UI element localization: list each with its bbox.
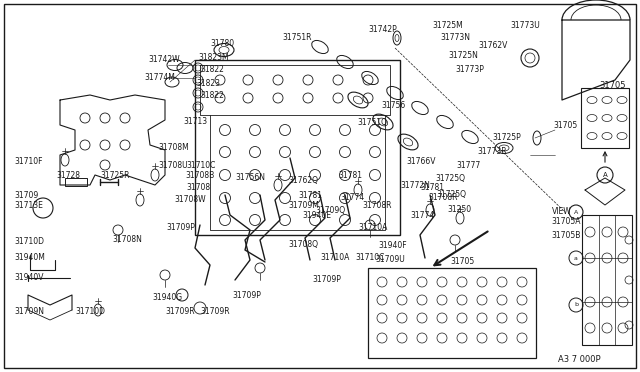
- Text: 31710F: 31710F: [14, 157, 42, 167]
- Text: 31713: 31713: [183, 118, 207, 126]
- Text: 31708M: 31708M: [158, 144, 189, 153]
- Text: 31709U: 31709U: [375, 256, 404, 264]
- Text: 31705B: 31705B: [551, 231, 580, 240]
- Text: 31940G: 31940G: [152, 294, 182, 302]
- Text: 31708R: 31708R: [428, 193, 458, 202]
- Text: 31725Q: 31725Q: [435, 173, 465, 183]
- Text: 31710C: 31710C: [186, 160, 216, 170]
- Text: 31751R: 31751R: [282, 33, 312, 42]
- Text: 31725R: 31725R: [100, 171, 129, 180]
- Text: 31781: 31781: [298, 190, 322, 199]
- Text: a: a: [574, 256, 578, 260]
- Bar: [65, 178, 87, 186]
- Text: 31940M: 31940M: [14, 253, 45, 263]
- Text: 31709: 31709: [14, 190, 38, 199]
- Text: 31709P: 31709P: [232, 292, 261, 301]
- Text: 31774: 31774: [410, 211, 435, 219]
- Text: 31709M: 31709M: [288, 201, 319, 209]
- Text: A: A: [603, 172, 607, 178]
- Text: 31781: 31781: [338, 170, 362, 180]
- Text: A: A: [574, 209, 578, 215]
- Text: 31777: 31777: [456, 160, 480, 170]
- Text: 31708U: 31708U: [158, 160, 188, 170]
- Text: 31781: 31781: [420, 183, 444, 192]
- Bar: [195, 60, 400, 235]
- Text: 31705: 31705: [599, 80, 625, 90]
- Bar: [582, 215, 632, 345]
- Text: 31773P: 31773P: [455, 65, 484, 74]
- Text: VIEW: VIEW: [552, 208, 572, 217]
- Text: 31756: 31756: [381, 100, 405, 109]
- Text: 31762V: 31762V: [478, 41, 508, 49]
- Text: 31709P: 31709P: [166, 224, 195, 232]
- Text: 31766V: 31766V: [406, 157, 435, 167]
- Text: A3 7 000P: A3 7 000P: [558, 356, 600, 365]
- Text: 31708Q: 31708Q: [288, 241, 318, 250]
- Text: 31710D: 31710D: [14, 237, 44, 247]
- Text: 31772N: 31772N: [400, 180, 430, 189]
- Text: 31940V: 31940V: [14, 273, 44, 282]
- Text: 31713E: 31713E: [14, 201, 43, 209]
- Text: 31708R: 31708R: [362, 201, 392, 209]
- Text: 31709P: 31709P: [312, 276, 341, 285]
- Text: 31773R: 31773R: [477, 148, 507, 157]
- Text: 31705: 31705: [553, 121, 577, 129]
- Text: 31725Q: 31725Q: [436, 190, 466, 199]
- Text: 31709N: 31709N: [14, 308, 44, 317]
- Text: 31725P: 31725P: [492, 134, 521, 142]
- Text: 31710A: 31710A: [358, 224, 387, 232]
- Text: 31823M: 31823M: [198, 54, 228, 62]
- Text: 31710C: 31710C: [355, 253, 385, 263]
- Text: 31725N: 31725N: [448, 51, 478, 60]
- Text: 31709Q: 31709Q: [315, 205, 345, 215]
- Text: 31742P: 31742P: [368, 26, 397, 35]
- Text: 31774M: 31774M: [144, 74, 175, 83]
- Text: 31725M: 31725M: [432, 20, 463, 29]
- Text: 31773N: 31773N: [440, 33, 470, 42]
- Text: 31774: 31774: [340, 193, 364, 202]
- Text: 31751Q: 31751Q: [357, 118, 387, 126]
- Text: 31708N: 31708N: [112, 235, 142, 244]
- Text: 31762Q: 31762Q: [288, 176, 318, 185]
- Text: 31728: 31728: [56, 171, 80, 180]
- Text: 31705: 31705: [450, 257, 474, 266]
- Text: 31710A: 31710A: [320, 253, 349, 263]
- Text: 31250: 31250: [447, 205, 471, 215]
- Text: 31708W: 31708W: [174, 196, 205, 205]
- Text: 31708: 31708: [186, 183, 210, 192]
- Text: 31940F: 31940F: [378, 241, 406, 250]
- Text: 31710D: 31710D: [75, 308, 105, 317]
- Text: 31940E: 31940E: [302, 211, 331, 219]
- Text: 31823: 31823: [196, 78, 220, 87]
- Bar: [368, 268, 536, 358]
- Text: 31742W: 31742W: [148, 55, 180, 64]
- Text: 31822: 31822: [200, 92, 224, 100]
- Text: 31822: 31822: [200, 65, 224, 74]
- Bar: [581, 88, 629, 148]
- Text: 31705A: 31705A: [551, 218, 580, 227]
- Text: 31780: 31780: [210, 39, 234, 48]
- Text: 31708B: 31708B: [185, 170, 214, 180]
- Text: 31756N: 31756N: [235, 173, 265, 183]
- Text: 31709R: 31709R: [165, 308, 195, 317]
- Text: 31709R: 31709R: [200, 308, 230, 317]
- Text: b: b: [574, 302, 578, 308]
- Text: 31773U: 31773U: [510, 20, 540, 29]
